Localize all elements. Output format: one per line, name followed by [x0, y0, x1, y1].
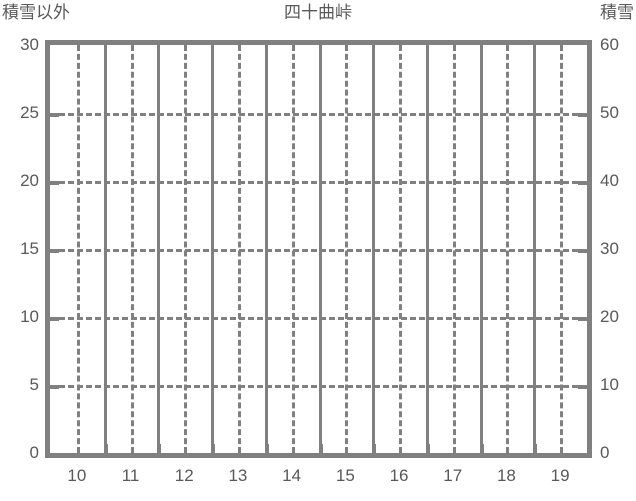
x-axis-label: 10 — [67, 466, 87, 485]
y-axis-tick-left — [50, 317, 59, 321]
x-axis-label: 19 — [550, 466, 570, 485]
y-axis-tick-left — [50, 113, 59, 117]
y-axis-tick-left — [50, 385, 59, 389]
y-axis-label-left: 5 — [29, 375, 39, 394]
horizontal-gridline — [50, 113, 587, 116]
x-axis-tick — [264, 444, 269, 453]
y-axis-label-left: 30 — [20, 35, 39, 54]
y-axis-label-right: 40 — [600, 171, 619, 190]
y-axis-label-left: 25 — [20, 103, 39, 122]
y-axis-label-left: 10 — [20, 307, 39, 326]
y-axis-label-right: 10 — [600, 375, 619, 394]
y-axis-tick-right — [578, 249, 587, 253]
y-axis-tick-right — [578, 385, 587, 389]
x-axis-tick — [103, 444, 108, 453]
x-axis-label: 12 — [174, 466, 194, 485]
x-axis-label: 16 — [389, 466, 409, 485]
y-axis-label-right: 30 — [600, 239, 619, 258]
plot-area — [45, 40, 592, 458]
y-axis-tick-right — [578, 181, 587, 185]
horizontal-gridline — [50, 317, 587, 320]
y-axis-tick-left — [50, 181, 59, 185]
x-axis-label: 15 — [335, 466, 355, 485]
x-axis-label: 18 — [496, 466, 516, 485]
x-axis-label: 13 — [228, 466, 248, 485]
right-axis-title: 積雪 — [600, 3, 634, 22]
y-axis-label-right: 60 — [600, 35, 619, 54]
y-axis-tick-left — [50, 249, 59, 253]
y-axis-label-left: 0 — [29, 443, 39, 462]
x-axis-label: 17 — [443, 466, 463, 485]
x-axis-tick — [533, 444, 538, 453]
x-axis-tick — [425, 444, 430, 453]
y-axis-label-right: 0 — [600, 443, 610, 462]
y-axis-label-right: 50 — [600, 103, 619, 122]
y-axis-label-left: 20 — [20, 171, 39, 190]
y-axis-tick-right — [578, 317, 587, 321]
x-axis-tick — [211, 444, 216, 453]
left-axis-title: 積雪以外 — [2, 3, 70, 22]
y-axis-label-right: 20 — [600, 307, 619, 326]
x-axis-label: 11 — [121, 466, 140, 485]
horizontal-gridline — [50, 181, 587, 184]
y-axis-tick-right — [578, 113, 587, 117]
y-axis-label-left: 15 — [20, 239, 39, 258]
x-axis-tick — [318, 444, 323, 453]
horizontal-gridline — [50, 249, 587, 252]
x-axis-label: 14 — [282, 466, 302, 485]
chart-title: 四十曲峠 — [284, 3, 352, 22]
horizontal-gridline — [50, 385, 587, 388]
x-axis-tick — [157, 444, 162, 453]
x-axis-tick — [372, 444, 377, 453]
x-axis-tick — [479, 444, 484, 453]
plot-grid — [50, 45, 587, 453]
